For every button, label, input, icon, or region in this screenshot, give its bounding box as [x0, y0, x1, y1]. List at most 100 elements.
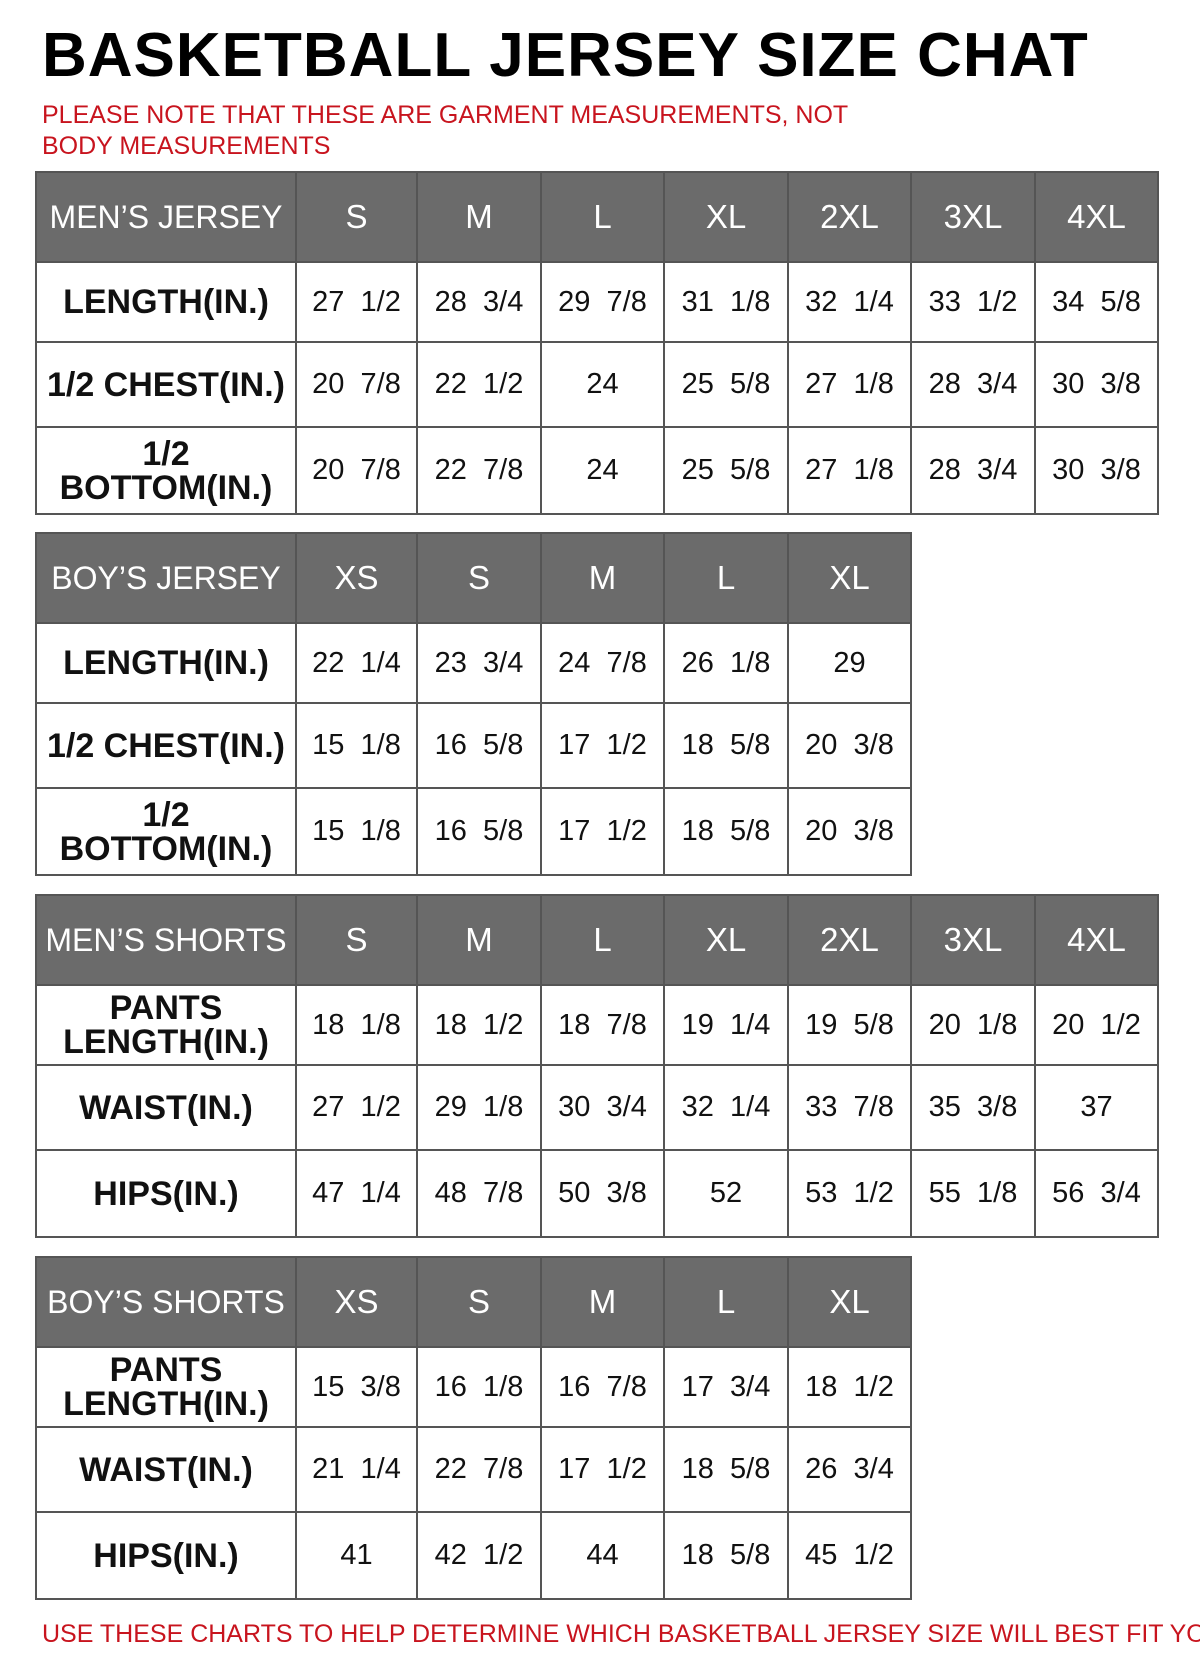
measurement-value: 44 — [540, 1511, 665, 1600]
measurement-value: 18 1/2 — [787, 1346, 912, 1428]
measurement-label: HIPS(IN.) — [35, 1149, 297, 1238]
measurement-value: 16 1/8 — [416, 1346, 542, 1428]
measurement-label: HIPS(IN.) — [35, 1511, 297, 1600]
table-row: 1/2 CHEST(IN.) 15 1/8 16 5/8 17 1/2 18 5/8 20… — [35, 702, 912, 789]
measurement-value: 55 1/8 — [910, 1149, 1036, 1238]
garment-note: PLEASE NOTE THAT THESE ARE GARMENT MEASU… — [42, 101, 848, 160]
table-row: HIPS(IN.) 47 1/4 48 7/8 50 3/8 52 53 1/2 55 1/… — [35, 1149, 1159, 1238]
measurement-value: 53 1/2 — [787, 1149, 912, 1238]
measurement-value: 18 1/2 — [416, 984, 542, 1066]
measurement-value: 22 1/4 — [295, 622, 418, 704]
measurement-value: 32 1/4 — [663, 1064, 789, 1151]
measurement-value: 22 7/8 — [416, 1426, 542, 1513]
measurement-label: 1/2 BOTTOM(IN.) — [35, 787, 297, 876]
size-header: L — [540, 894, 665, 986]
size-table: BOY’S SHORTS XS S M L XL PANTS LENGTH(IN.) 15 3… — [35, 1256, 912, 1600]
measurement-value: 32 1/4 — [787, 261, 912, 343]
size-header: 4XL — [1034, 894, 1159, 986]
measurement-value: 52 — [663, 1149, 789, 1238]
table-header-row: MEN’S SHORTS S M L XL 2XL 3XL 4XL — [35, 894, 1159, 986]
measurement-value: 20 7/8 — [295, 426, 418, 515]
measurement-value: 28 3/4 — [910, 341, 1036, 428]
table-row: HIPS(IN.) 41 42 1/2 44 18 5/8 45 1/2 — [35, 1511, 912, 1600]
measurement-value: 31 1/8 — [663, 261, 789, 343]
measurement-value: 35 3/8 — [910, 1064, 1036, 1151]
size-header: S — [416, 532, 542, 624]
table-row: PANTS LENGTH(IN.) 15 3/8 16 1/8 16 7/8 17 3/… — [35, 1346, 912, 1428]
size-table: BOY’S JERSEY XS S M L XL LENGTH(IN.) 22 1/4 23 3… — [35, 532, 912, 876]
measurement-label: LENGTH(IN.) — [35, 622, 297, 704]
measurement-value: 37 — [1034, 1064, 1159, 1151]
measurement-value: 27 1/8 — [787, 341, 912, 428]
measurement-value: 20 1/2 — [1034, 984, 1159, 1066]
measurement-value: 18 5/8 — [663, 787, 789, 876]
table-row: 1/2 BOTTOM(IN.) 20 7/8 22 7/8 24 25 5/8 27 1/… — [35, 426, 1159, 515]
measurement-value: 17 1/2 — [540, 787, 665, 876]
measurement-value: 34 5/8 — [1034, 261, 1159, 343]
measurement-value: 30 3/8 — [1034, 341, 1159, 428]
table-row: PANTS LENGTH(IN.) 18 1/8 18 1/2 18 7/8 19 1/… — [35, 984, 1159, 1066]
measurement-value: 24 — [540, 426, 665, 515]
size-header: S — [416, 1256, 542, 1348]
size-header: L — [540, 171, 665, 263]
measurement-value: 22 7/8 — [416, 426, 542, 515]
measurement-label: 1/2 CHEST(IN.) — [35, 702, 297, 789]
measurement-value: 18 5/8 — [663, 1426, 789, 1513]
measurement-value: 15 3/8 — [295, 1346, 418, 1428]
measurement-value: 17 3/4 — [663, 1346, 789, 1428]
measurement-value: 15 1/8 — [295, 787, 418, 876]
measurement-value: 17 1/2 — [540, 702, 665, 789]
measurement-value: 20 3/8 — [787, 702, 912, 789]
measurement-value: 42 1/2 — [416, 1511, 542, 1600]
measurement-value: 16 5/8 — [416, 702, 542, 789]
size-header: 2XL — [787, 171, 912, 263]
table-row: 1/2 CHEST(IN.) 20 7/8 22 1/2 24 25 5/8 27 1/8… — [35, 341, 1159, 428]
measurement-value: 18 7/8 — [540, 984, 665, 1066]
measurement-value: 21 1/4 — [295, 1426, 418, 1513]
size-header: L — [663, 532, 789, 624]
measurement-value: 24 7/8 — [540, 622, 665, 704]
size-header: M — [540, 532, 665, 624]
table-row: WAIST(IN.) 27 1/2 29 1/8 30 3/4 32 1/4 33 7/8… — [35, 1064, 1159, 1151]
measurement-value: 28 3/4 — [910, 426, 1036, 515]
measurement-value: 33 7/8 — [787, 1064, 912, 1151]
measurement-label: 1/2 CHEST(IN.) — [35, 341, 297, 428]
measurement-value: 24 — [540, 341, 665, 428]
measurement-value: 16 7/8 — [540, 1346, 665, 1428]
size-header: XL — [663, 171, 789, 263]
measurement-value: 18 1/8 — [295, 984, 418, 1066]
measurement-value: 47 1/4 — [295, 1149, 418, 1238]
size-header: S — [295, 171, 418, 263]
measurement-value: 23 3/4 — [416, 622, 542, 704]
measurement-value: 25 5/8 — [663, 341, 789, 428]
size-header: 4XL — [1034, 171, 1159, 263]
size-header: XS — [295, 532, 418, 624]
table-row: LENGTH(IN.) 27 1/2 28 3/4 29 7/8 31 1/8 32 1/… — [35, 261, 1159, 343]
size-header: XL — [663, 894, 789, 986]
table-header-row: BOY’S SHORTS XS S M L XL — [35, 1256, 912, 1348]
table-row: WAIST(IN.) 21 1/4 22 7/8 17 1/2 18 5/8 26 3/4 — [35, 1426, 912, 1513]
measurement-value: 28 3/4 — [416, 261, 542, 343]
measurement-value: 19 1/4 — [663, 984, 789, 1066]
measurement-value: 25 5/8 — [663, 426, 789, 515]
table-heading: MEN’S SHORTS — [35, 894, 297, 986]
measurement-value: 18 5/8 — [663, 702, 789, 789]
size-header: S — [295, 894, 418, 986]
measurement-value: 30 3/8 — [1034, 426, 1159, 515]
measurement-value: 48 7/8 — [416, 1149, 542, 1238]
size-table: MEN’S SHORTS S M L XL 2XL 3XL 4XL PANTS LENGTH(I… — [35, 894, 1159, 1238]
measurement-value: 50 3/8 — [540, 1149, 665, 1238]
measurement-value: 26 3/4 — [787, 1426, 912, 1513]
table-heading: BOY’S JERSEY — [35, 532, 297, 624]
table-row: 1/2 BOTTOM(IN.) 15 1/8 16 5/8 17 1/2 18 5/8 2… — [35, 787, 912, 876]
measurement-value: 26 1/8 — [663, 622, 789, 704]
size-header: XL — [787, 1256, 912, 1348]
measurement-label: 1/2 BOTTOM(IN.) — [35, 426, 297, 515]
measurement-value: 16 5/8 — [416, 787, 542, 876]
size-header: 3XL — [910, 171, 1036, 263]
measurement-label: PANTS LENGTH(IN.) — [35, 984, 297, 1066]
measurement-label: LENGTH(IN.) — [35, 261, 297, 343]
measurement-value: 30 3/4 — [540, 1064, 665, 1151]
size-header: XL — [787, 532, 912, 624]
size-header: L — [663, 1256, 789, 1348]
